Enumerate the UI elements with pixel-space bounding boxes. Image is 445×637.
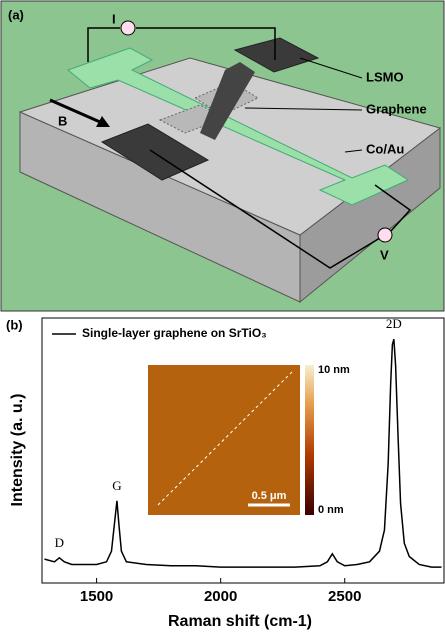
electrode-label: Co/Au <box>366 141 404 156</box>
legend-label: Single-layer graphene on SrTiO₃ <box>82 326 267 340</box>
graphene-label: Graphene <box>366 101 427 116</box>
peak-label: 2D <box>386 316 402 331</box>
lsmo-label: LSMO <box>366 69 404 84</box>
current-label: I <box>112 11 116 26</box>
x-axis-label: Raman shift (cm-1) <box>168 613 312 630</box>
field-label: B <box>58 113 67 128</box>
inset: 0.5 μm 10 nm 0 nm <box>148 364 350 516</box>
panel-label: (b) <box>6 317 23 332</box>
voltmeter <box>378 228 392 242</box>
color-bar-max: 10 nm <box>318 364 350 376</box>
x-tick-label: 2500 <box>328 588 361 605</box>
voltage-label: V <box>380 247 389 262</box>
panel-a: (a) I LSMO Graphene Co/Au B V <box>1 1 444 311</box>
peak-label: G <box>112 478 121 493</box>
panel-label: (a) <box>8 7 24 22</box>
color-bar <box>305 365 314 515</box>
y-axis-label: Intensity (a. u.) <box>9 394 26 507</box>
figure: (a) I LSMO Graphene Co/Au B V (b) Raman … <box>0 0 445 632</box>
color-bar-min: 0 nm <box>318 504 344 516</box>
peak-label: D <box>55 535 64 550</box>
x-tick-label: 1500 <box>80 588 113 605</box>
scale-bar-label: 0.5 μm <box>252 490 287 502</box>
ammeter <box>121 21 135 35</box>
x-tick-label: 2000 <box>204 588 237 605</box>
